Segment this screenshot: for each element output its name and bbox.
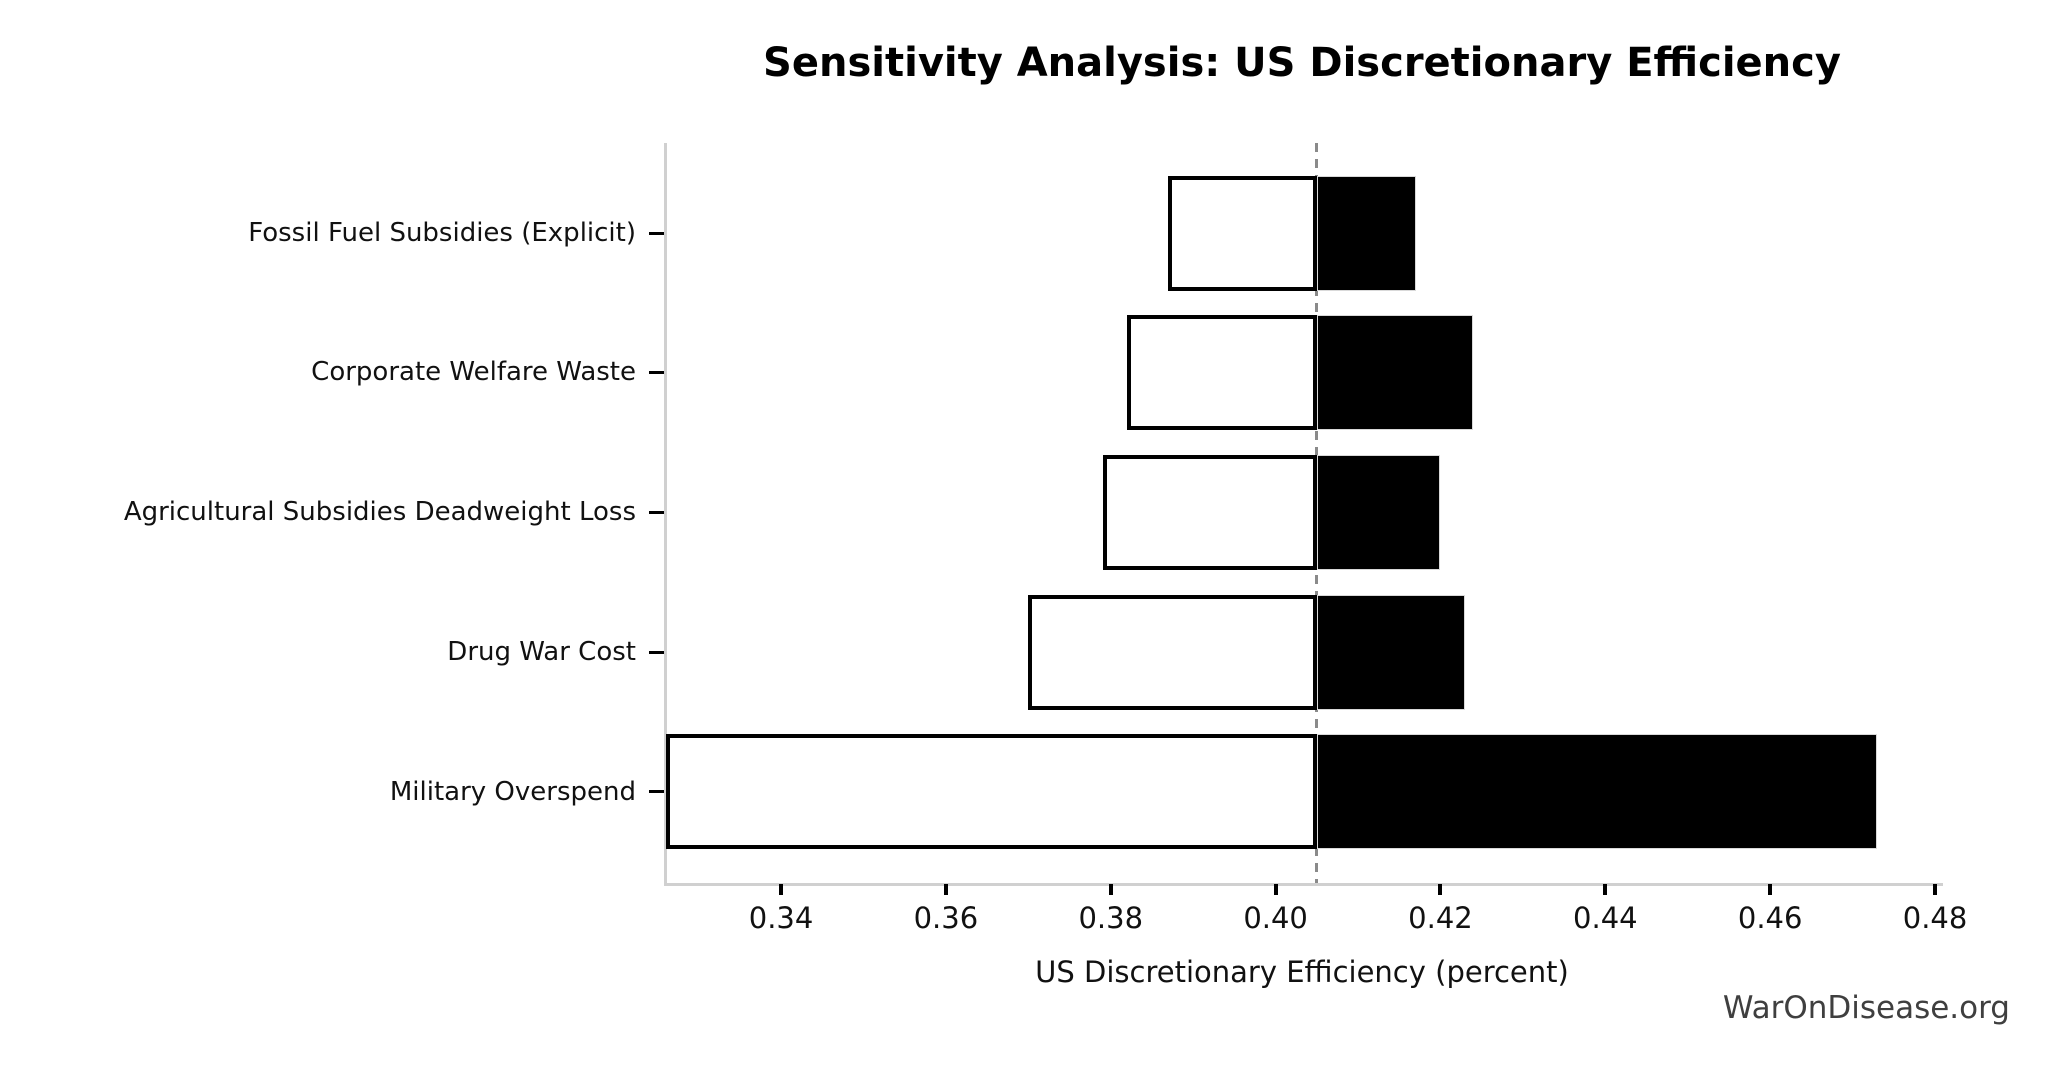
- bar-high-segment: [1316, 734, 1878, 850]
- x-axis-tick: [1108, 884, 1113, 895]
- x-tick-label: 0.38: [1078, 901, 1144, 935]
- x-axis-tick: [1603, 884, 1608, 895]
- y-category-label: Drug War Cost: [447, 637, 636, 668]
- bar-high-segment: [1316, 314, 1474, 430]
- x-axis-label: US Discretionary Efficiency (percent): [1035, 955, 1569, 989]
- y-category-label: Military Overspend: [389, 776, 636, 807]
- bar-high-segment: [1316, 594, 1466, 710]
- x-axis-tick: [779, 884, 784, 895]
- y-category-label: Fossil Fuel Subsidies (Explicit): [248, 218, 636, 249]
- y-category-label: Corporate Welfare Waste: [311, 357, 636, 388]
- x-axis-tick: [1933, 884, 1938, 895]
- y-axis-tick: [649, 650, 664, 654]
- x-axis-tick: [1768, 884, 1773, 895]
- y-axis-tick: [649, 231, 664, 235]
- bar-high-segment: [1316, 175, 1416, 291]
- chart-title: Sensitivity Analysis: US Discretionary E…: [763, 40, 1841, 86]
- x-tick-label: 0.46: [1737, 901, 1803, 935]
- y-axis-tick: [649, 510, 664, 514]
- x-axis-tick: [1438, 884, 1443, 895]
- x-tick-label: 0.34: [748, 901, 814, 935]
- x-tick-label: 0.48: [1902, 901, 1968, 935]
- x-axis-tick: [1273, 884, 1278, 895]
- y-axis-tick: [649, 790, 664, 794]
- bar-low-segment: [1028, 594, 1317, 710]
- bar-high-segment: [1316, 454, 1441, 570]
- bar-low-segment: [1102, 454, 1317, 570]
- x-tick-label: 0.40: [1243, 901, 1308, 935]
- x-axis-tick: [943, 884, 948, 895]
- bar-low-segment: [1168, 175, 1317, 291]
- watermark: WarOnDisease.org: [1722, 990, 2010, 1026]
- bar-low-segment: [665, 734, 1317, 850]
- x-tick-label: 0.44: [1573, 901, 1638, 935]
- y-axis-tick: [649, 370, 664, 374]
- bar-low-segment: [1127, 314, 1317, 430]
- y-category-label: Agricultural Subsidies Deadweight Loss: [123, 497, 636, 528]
- x-tick-label: 0.36: [913, 901, 979, 935]
- x-tick-label: 0.42: [1408, 901, 1473, 935]
